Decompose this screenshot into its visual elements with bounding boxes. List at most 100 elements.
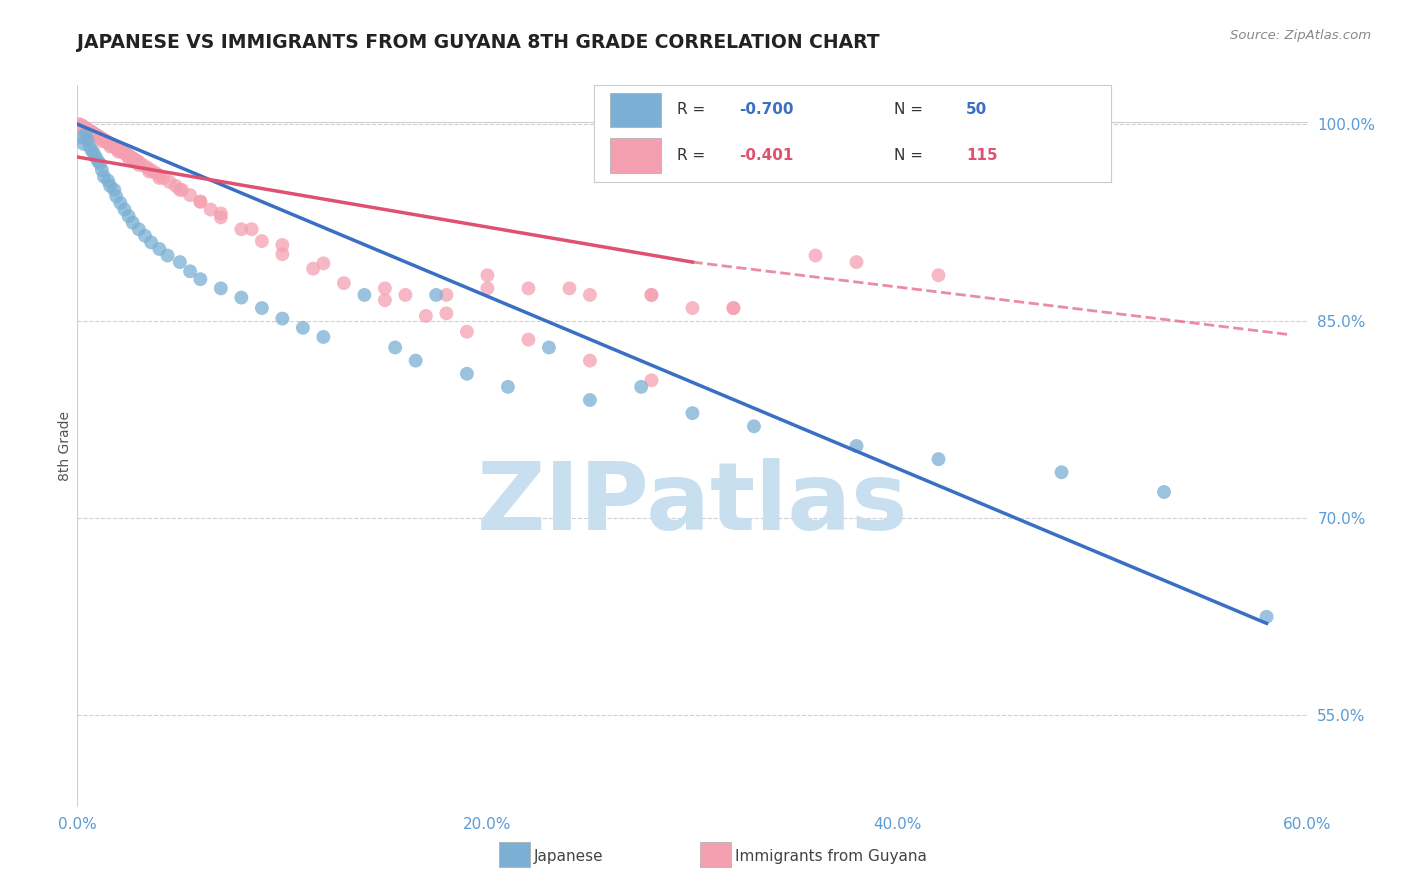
- Point: [90, 131, 114, 145]
- Point: [90, 163, 114, 178]
- Point: [98, 136, 121, 151]
- Point: [477, 281, 499, 295]
- Point: [200, 202, 222, 217]
- Point: [80, 125, 103, 139]
- Point: [384, 341, 406, 355]
- Point: [117, 149, 139, 163]
- Point: [141, 235, 163, 250]
- Point: [250, 301, 273, 315]
- Point: [98, 178, 121, 193]
- Point: [169, 183, 191, 197]
- Point: [76, 122, 98, 136]
- Text: R =: R =: [676, 102, 710, 117]
- Point: [188, 194, 212, 209]
- Point: [517, 333, 540, 347]
- Point: [312, 330, 335, 344]
- Point: [165, 178, 187, 193]
- Point: [640, 288, 662, 302]
- Point: [75, 121, 97, 136]
- Point: [110, 196, 132, 211]
- Point: [75, 121, 97, 136]
- Point: [70, 119, 93, 133]
- Point: [80, 125, 103, 139]
- Point: [97, 174, 120, 188]
- Point: [89, 130, 111, 145]
- Point: [101, 138, 124, 153]
- Point: [128, 155, 150, 169]
- Point: [97, 136, 120, 150]
- Point: [76, 122, 98, 136]
- Point: [928, 268, 950, 283]
- Point: [209, 211, 232, 225]
- Point: [70, 130, 93, 145]
- Point: [107, 145, 129, 159]
- Point: [121, 151, 143, 165]
- Point: [845, 439, 868, 453]
- Point: [148, 169, 170, 183]
- Point: [107, 142, 129, 156]
- Point: [103, 139, 125, 153]
- Point: [537, 341, 560, 355]
- Text: Japanese: Japanese: [534, 849, 605, 863]
- Point: [579, 288, 602, 302]
- Point: [98, 136, 121, 151]
- Point: [682, 301, 704, 315]
- Point: [477, 268, 499, 283]
- Point: [87, 128, 110, 143]
- Point: [105, 189, 128, 203]
- Point: [271, 238, 294, 252]
- Text: ZIPatlas: ZIPatlas: [477, 458, 908, 549]
- Point: [188, 272, 212, 286]
- Point: [90, 134, 114, 148]
- Text: JAPANESE VS IMMIGRANTS FROM GUYANA 8TH GRADE CORRELATION CHART: JAPANESE VS IMMIGRANTS FROM GUYANA 8TH G…: [77, 33, 880, 52]
- Point: [425, 288, 447, 302]
- Point: [240, 222, 263, 236]
- Point: [87, 128, 110, 143]
- Point: [94, 134, 117, 148]
- Point: [83, 126, 105, 140]
- Point: [209, 281, 232, 295]
- Point: [179, 264, 201, 278]
- Point: [79, 124, 101, 138]
- Point: [117, 149, 139, 163]
- Point: [70, 119, 93, 133]
- Point: [1153, 485, 1175, 500]
- Point: [93, 169, 115, 184]
- Point: [124, 153, 146, 167]
- Point: [83, 128, 105, 143]
- Text: N =: N =: [894, 102, 928, 117]
- Point: [98, 139, 121, 153]
- Text: 115: 115: [966, 148, 998, 163]
- Point: [456, 325, 478, 339]
- Point: [1256, 609, 1278, 624]
- Point: [723, 301, 745, 315]
- Point: [121, 151, 143, 165]
- Point: [138, 164, 160, 178]
- Point: [80, 144, 103, 158]
- Text: R =: R =: [676, 148, 710, 163]
- Point: [271, 311, 294, 326]
- Point: [804, 248, 827, 262]
- Point: [496, 380, 519, 394]
- Point: [640, 373, 662, 387]
- Point: [405, 353, 427, 368]
- Point: [120, 150, 142, 164]
- Point: [231, 222, 253, 236]
- Text: -0.700: -0.700: [738, 102, 793, 117]
- Point: [79, 139, 101, 153]
- Point: [159, 175, 181, 189]
- Point: [302, 261, 325, 276]
- Point: [107, 142, 129, 156]
- Point: [89, 156, 111, 170]
- Point: [105, 141, 128, 155]
- Point: [125, 153, 148, 168]
- Point: [128, 158, 150, 172]
- Point: [67, 117, 90, 131]
- Point: [117, 209, 139, 223]
- Point: [148, 242, 170, 256]
- Point: [111, 145, 134, 159]
- Point: [125, 153, 148, 168]
- Point: [143, 166, 166, 180]
- Point: [93, 133, 115, 147]
- Point: [115, 147, 138, 161]
